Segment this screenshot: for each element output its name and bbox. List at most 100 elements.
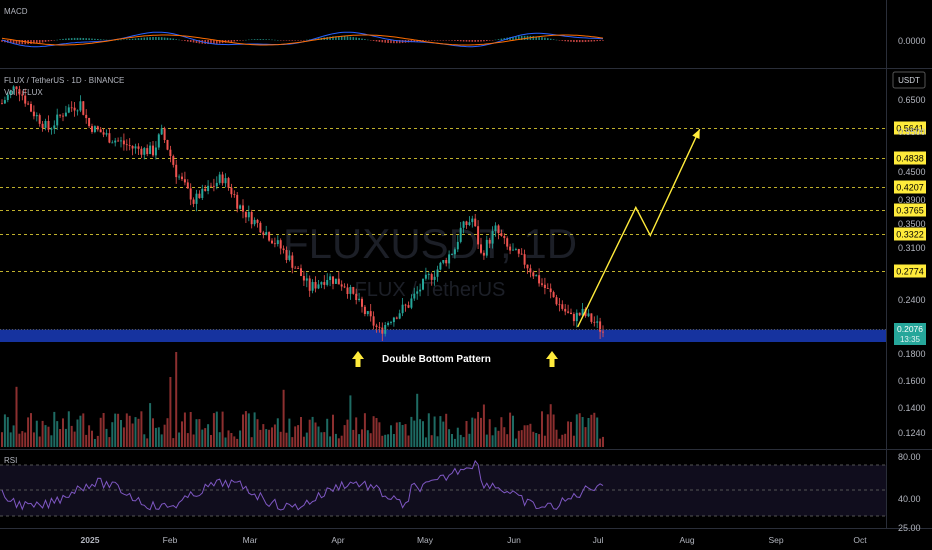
macd-histogram-bar (599, 40, 601, 41)
candle-body (102, 132, 105, 135)
macd-histogram-bar (349, 36, 352, 40)
candle-body (543, 284, 546, 288)
rsi-axis-80: 80.00 (898, 452, 921, 462)
resistance-label: 0.4838 (896, 154, 924, 164)
volume-bar (366, 430, 369, 447)
volume-bar (244, 411, 247, 447)
candle-body (114, 140, 117, 143)
macd-histogram-bar (99, 39, 102, 40)
candle-body (236, 194, 239, 209)
macd-histogram-bar (172, 38, 175, 40)
time-axis-label: Oct (853, 535, 867, 545)
macd-histogram-bar (576, 40, 578, 43)
macd-histogram-bar (335, 36, 337, 40)
macd-histogram-bar (491, 40, 494, 41)
time-axis-label: Feb (163, 535, 178, 545)
watermark-ticker: FLUXUSDT, 1D (283, 220, 577, 267)
candle-body (334, 278, 337, 284)
macd-histogram-bar (346, 36, 349, 40)
macd-histogram-bar (425, 40, 427, 41)
macd-histogram-bar (355, 37, 357, 40)
macd-histogram-bar (204, 40, 206, 44)
candle-body (512, 249, 514, 251)
volume-bar (375, 418, 378, 447)
candle-body (253, 219, 256, 225)
volume-bar (541, 411, 543, 447)
macd-histogram-bar (274, 39, 276, 41)
candle-body (514, 249, 517, 250)
candle-body (27, 103, 30, 105)
currency-box[interactable] (892, 71, 926, 89)
macd-histogram-bar (396, 40, 398, 44)
macd-histogram-bar (47, 40, 50, 42)
volume-bar (186, 433, 189, 447)
macd-histogram-bar (430, 40, 433, 41)
candle-body (355, 293, 358, 300)
macd-histogram-bar (216, 40, 218, 44)
volume-bar (30, 413, 32, 447)
volume-bar (99, 417, 102, 447)
candle-body (265, 232, 268, 235)
volume-bar (207, 424, 210, 447)
candle-body (384, 325, 387, 334)
candle-body (422, 278, 424, 290)
candle-body (259, 222, 262, 233)
macd-histogram-bar (367, 39, 369, 41)
macd-histogram-bar (175, 39, 177, 40)
volume-bar (497, 430, 500, 447)
candle-body (24, 95, 27, 104)
candle-body (413, 293, 416, 299)
candle-body (175, 164, 178, 178)
resistance-box (894, 121, 926, 135)
macd-histogram-bar (512, 36, 514, 40)
price-axis-label: 0.6500 (898, 95, 926, 105)
volume-bar (407, 435, 410, 447)
candle-body (308, 278, 311, 291)
resistance-label: 0.2774 (896, 267, 924, 277)
candle-body (535, 275, 538, 277)
macd-histogram-bar (471, 40, 474, 42)
macd-histogram-bar (184, 40, 186, 41)
macd-histogram-bar (279, 40, 282, 41)
double-bottom-arrow-right (546, 351, 558, 367)
volume-bar (349, 395, 352, 447)
volume-bar (526, 425, 529, 447)
volume-bar (250, 437, 253, 447)
price-axis: 0.6500 0.5500 0.4500 0.3900 0.3500 0.3100 0.24… (898, 95, 926, 438)
macd-histogram-bar (143, 37, 146, 40)
volume-bar (41, 420, 44, 447)
rsi-axis-25: 25.00 (898, 523, 921, 533)
macd-histogram-bar (381, 40, 384, 43)
candle-body (358, 298, 361, 300)
volume-bar (340, 435, 343, 447)
volume-bar (343, 425, 346, 447)
signal-line (1, 34, 604, 46)
macd-histogram-bar (564, 40, 566, 42)
candle-body (169, 149, 172, 156)
macd-histogram-bar (169, 38, 172, 40)
macd-histogram-bar (158, 37, 160, 40)
candle-body (541, 283, 543, 285)
resistance-label: 0.5641 (896, 124, 924, 134)
volume-bar (567, 421, 570, 447)
candle-body (529, 268, 532, 273)
macd-histogram-bar (570, 40, 572, 42)
candle-body (349, 287, 352, 294)
volume-bar (111, 422, 114, 447)
volume-bar (288, 418, 291, 447)
macd-histogram-bar (442, 40, 445, 41)
candle-body (189, 188, 192, 200)
candle-body (146, 148, 149, 155)
candle-body (149, 145, 152, 154)
macd-histogram-bar (581, 40, 584, 43)
macd-histogram-bar (462, 40, 465, 42)
macd-histogram-bar (262, 39, 265, 40)
macd-histogram-bar (314, 38, 317, 40)
macd-histogram-bar (587, 40, 590, 42)
candle-body (480, 244, 482, 253)
macd-histogram-bar (398, 40, 401, 44)
volume-bar (445, 413, 448, 447)
price-axis-label: 0.2400 (898, 295, 926, 305)
volume-bar (401, 425, 404, 447)
